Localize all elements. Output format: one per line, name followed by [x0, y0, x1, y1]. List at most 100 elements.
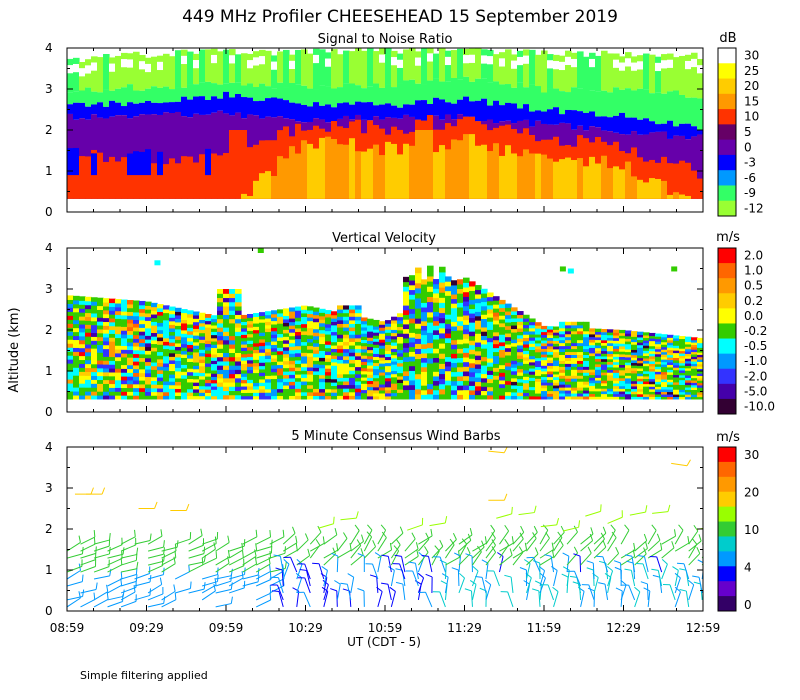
- velocity-cell: [139, 331, 146, 336]
- velocity-cell: [313, 307, 320, 312]
- wind-barb: [472, 551, 482, 566]
- velocity-cell: [499, 307, 506, 312]
- snr-cell: [601, 50, 608, 91]
- wind-barb-flag: [372, 540, 377, 547]
- wind-barb: [346, 584, 352, 601]
- velocity-cell: [577, 327, 584, 332]
- velocity-cell: [325, 320, 332, 325]
- velocity-cell: [661, 354, 668, 358]
- snr-cell: [313, 89, 320, 103]
- velocity-cell: [493, 335, 500, 341]
- colorbar-swatch: [718, 596, 736, 612]
- velocity-cell: [667, 366, 674, 370]
- snr-cell: [553, 161, 560, 199]
- velocity-cell: [187, 347, 194, 352]
- velocity-cell: [559, 357, 566, 361]
- velocity-cell: [367, 361, 374, 366]
- velocity-cell: [373, 319, 380, 324]
- velocity-cell: [421, 348, 428, 354]
- wind-barb: [188, 564, 204, 573]
- velocity-cell: [637, 344, 644, 348]
- velocity-cell: [637, 334, 644, 338]
- velocity-cell: [73, 319, 80, 325]
- snr-cell: [397, 59, 404, 68]
- velocity-cell: [289, 374, 296, 379]
- velocity-cell: [349, 308, 356, 314]
- velocity-cell: [583, 327, 590, 332]
- velocity-cell: [193, 338, 200, 343]
- snr-cell: [175, 50, 182, 88]
- velocity-cell: [181, 385, 188, 390]
- velocity-cell: [553, 351, 560, 355]
- velocity-cell: [217, 339, 224, 345]
- velocity-cell: [271, 378, 278, 383]
- velocity-cell: [223, 289, 230, 294]
- snr-colorbar-unit: dB: [719, 31, 736, 46]
- velocity-cell: [91, 371, 98, 377]
- velocity-cell: [625, 383, 632, 387]
- wind-barb-flag: [637, 555, 645, 557]
- velocity-cell: [637, 362, 644, 366]
- snr-cell: [619, 56, 626, 90]
- velocity-cell: [85, 379, 92, 384]
- wind-barb-flag: [624, 568, 632, 571]
- snr-cell: [601, 90, 608, 117]
- snr-cell: [619, 89, 626, 113]
- velocity-cell: [403, 337, 410, 344]
- velocity-cell: [511, 356, 518, 361]
- velocity-cell: [115, 383, 122, 388]
- snr-cell: [595, 116, 602, 128]
- velocity-cell: [499, 311, 506, 316]
- wind-barb-flag: [269, 551, 272, 559]
- wind-barb-flag: [519, 567, 527, 571]
- velocity-cell: [583, 381, 590, 385]
- velocity-cell: [331, 348, 338, 353]
- velocity-cell: [247, 359, 254, 364]
- velocity-cell: [481, 394, 488, 400]
- velocity-cell: [73, 347, 80, 352]
- velocity-cell: [241, 373, 248, 377]
- velocity-cell: [67, 343, 74, 348]
- snr-cell: [109, 100, 116, 117]
- wind-barb-flag: [587, 587, 595, 592]
- colorbar-swatch: [718, 323, 736, 340]
- velocity-cell: [127, 376, 134, 381]
- velocity-cell: [313, 363, 320, 368]
- velocity-cell: [91, 367, 98, 373]
- wind-barb-flag: [633, 542, 636, 550]
- velocity-cell: [367, 340, 374, 344]
- colorbar-swatch: [718, 566, 736, 582]
- snr-cell: [589, 156, 596, 199]
- velocity-cell: [151, 395, 158, 400]
- velocity-cell: [145, 316, 152, 321]
- wind-barb: [80, 588, 97, 594]
- snr-cell: [85, 106, 92, 120]
- snr-cell: [655, 56, 662, 93]
- snr-cell: [241, 97, 248, 119]
- velocity-cell: [421, 380, 428, 386]
- snr-cell: [229, 82, 236, 98]
- velocity-cell: [133, 338, 140, 343]
- velocity-cell: [325, 310, 332, 315]
- wind-barb-flag: [652, 574, 660, 578]
- snr-cell: [343, 83, 350, 103]
- wind-barb: [269, 536, 285, 545]
- velocity-cell: [607, 390, 614, 395]
- wind-barb-flag: [532, 560, 540, 564]
- velocity-cell: [487, 357, 494, 363]
- wind-barb: [685, 590, 690, 607]
- velocity-cell: [385, 392, 392, 397]
- velocity-cell: [259, 335, 266, 340]
- velocity-cell: [553, 382, 560, 386]
- wind-barb: [93, 545, 110, 552]
- velocity-cell: [133, 334, 140, 339]
- colorbar-swatch: [718, 447, 736, 463]
- velocity-cell: [643, 396, 650, 400]
- velocity-cell: [427, 388, 434, 395]
- colorbar-swatch: [718, 78, 736, 95]
- velocity-cell: [463, 300, 470, 307]
- velocity-cell: [193, 335, 200, 339]
- velocity-cell: [475, 306, 482, 312]
- velocity-cell: [163, 312, 170, 317]
- wind-barb: [566, 531, 578, 545]
